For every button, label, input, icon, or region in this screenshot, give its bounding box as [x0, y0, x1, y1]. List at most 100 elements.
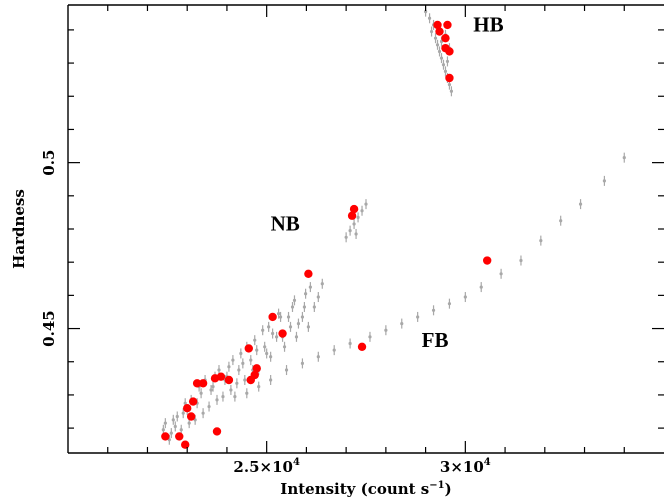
data-point-red	[349, 204, 359, 214]
data-point-gray	[227, 361, 231, 372]
labels-layer: Intensity (count s−1) Hardness	[10, 189, 452, 498]
data-point-red	[278, 329, 287, 338]
data-point-red	[347, 211, 357, 220]
data-point-gray	[290, 301, 295, 312]
data-point-gray	[265, 348, 269, 359]
x-axis-label: Intensity (count s−1)	[280, 480, 451, 498]
data-point-gray	[499, 268, 503, 279]
data-point-gray	[278, 311, 283, 322]
data-point-gray	[364, 199, 368, 210]
data-point-gray	[282, 341, 287, 352]
data-point-gray	[306, 321, 310, 332]
data-point-red	[216, 372, 226, 381]
data-point-gray	[300, 311, 305, 322]
data-point-gray	[286, 311, 291, 322]
data-point-gray	[261, 325, 265, 336]
data-point-gray	[237, 365, 241, 376]
branch-label-nb: NB	[271, 212, 300, 236]
data-point-red	[268, 312, 277, 322]
data-point-gray	[368, 331, 372, 342]
data-point-gray	[296, 318, 301, 329]
data-point-gray	[449, 86, 454, 97]
data-point-gray	[292, 295, 297, 306]
data-point-gray	[245, 388, 249, 399]
data-point-gray	[271, 328, 275, 339]
data-point-gray	[354, 228, 358, 239]
data-point-red	[161, 432, 170, 441]
data-point-gray	[332, 345, 336, 356]
x-axis-label-end: )	[445, 480, 452, 498]
data-point-gray	[443, 66, 448, 77]
data-point-gray	[348, 338, 352, 349]
data-point-gray	[173, 421, 177, 432]
data-point-gray	[243, 374, 247, 385]
data-point-gray	[316, 351, 320, 362]
y-tick-label: 0.45	[40, 310, 58, 347]
data-point-red	[252, 364, 261, 373]
data-point-gray	[356, 212, 360, 223]
x-tick-label: 3×104	[440, 457, 491, 476]
data-point-gray	[384, 325, 388, 336]
data-point-gray	[207, 401, 211, 412]
data-point-gray	[284, 365, 289, 376]
data-point-red	[175, 432, 184, 441]
data-point-gray	[257, 381, 261, 392]
data-point-gray	[360, 205, 364, 216]
data-point-red	[304, 269, 313, 278]
data-point-gray	[304, 288, 308, 299]
data-point-gray	[215, 394, 219, 405]
data-point-red	[482, 256, 492, 265]
data-point-red	[433, 20, 442, 30]
y-axis-label: Hardness	[10, 189, 28, 269]
data-point-gray	[352, 219, 356, 230]
x-tick-label: 2.5×104	[233, 457, 300, 476]
data-point-gray	[445, 56, 450, 67]
data-point-gray	[433, 33, 438, 44]
data-point-gray	[348, 225, 352, 236]
data-point-gray	[229, 384, 233, 395]
data-point-gray	[539, 235, 543, 246]
data-point-gray	[300, 358, 305, 369]
data-point-gray	[288, 321, 293, 332]
data-layer	[161, 6, 626, 449]
x-axis-label-main: Intensity (count s	[280, 480, 429, 498]
data-point-gray	[249, 355, 253, 366]
red-series	[161, 20, 492, 449]
y-tick-label: 0.5	[40, 150, 58, 176]
data-point-red	[445, 73, 454, 83]
data-point-gray	[171, 414, 175, 425]
data-point-gray	[231, 355, 235, 366]
data-point-gray	[275, 331, 279, 342]
data-point-gray	[276, 308, 281, 319]
data-point-gray	[255, 345, 259, 356]
data-point-red	[435, 27, 444, 36]
branch-label-fb: FB	[422, 328, 449, 352]
ticks-layer: 2.5×104 3×104 0.45 0.5	[40, 5, 664, 476]
x-axis-label-sup: −1	[429, 480, 444, 491]
data-point-gray	[263, 341, 267, 352]
data-point-gray	[294, 331, 299, 342]
data-point-gray	[344, 232, 348, 243]
data-point-gray	[169, 428, 173, 439]
data-point-red	[250, 370, 259, 380]
data-point-red	[244, 344, 253, 353]
data-point-gray	[437, 46, 442, 57]
data-point-red	[224, 375, 234, 385]
branch-label-hb: HB	[473, 13, 503, 37]
data-point-gray	[253, 335, 257, 346]
data-point-red	[357, 342, 367, 352]
data-point-gray	[221, 391, 225, 402]
data-point-gray	[578, 199, 583, 210]
data-point-gray	[316, 292, 320, 303]
data-point-gray	[320, 278, 324, 289]
data-point-gray	[447, 298, 452, 309]
data-point-gray	[241, 358, 245, 369]
data-point-gray	[429, 26, 434, 37]
data-point-gray	[239, 348, 243, 359]
data-point-gray	[269, 351, 273, 362]
data-point-red	[441, 33, 450, 43]
data-point-gray	[267, 321, 271, 332]
